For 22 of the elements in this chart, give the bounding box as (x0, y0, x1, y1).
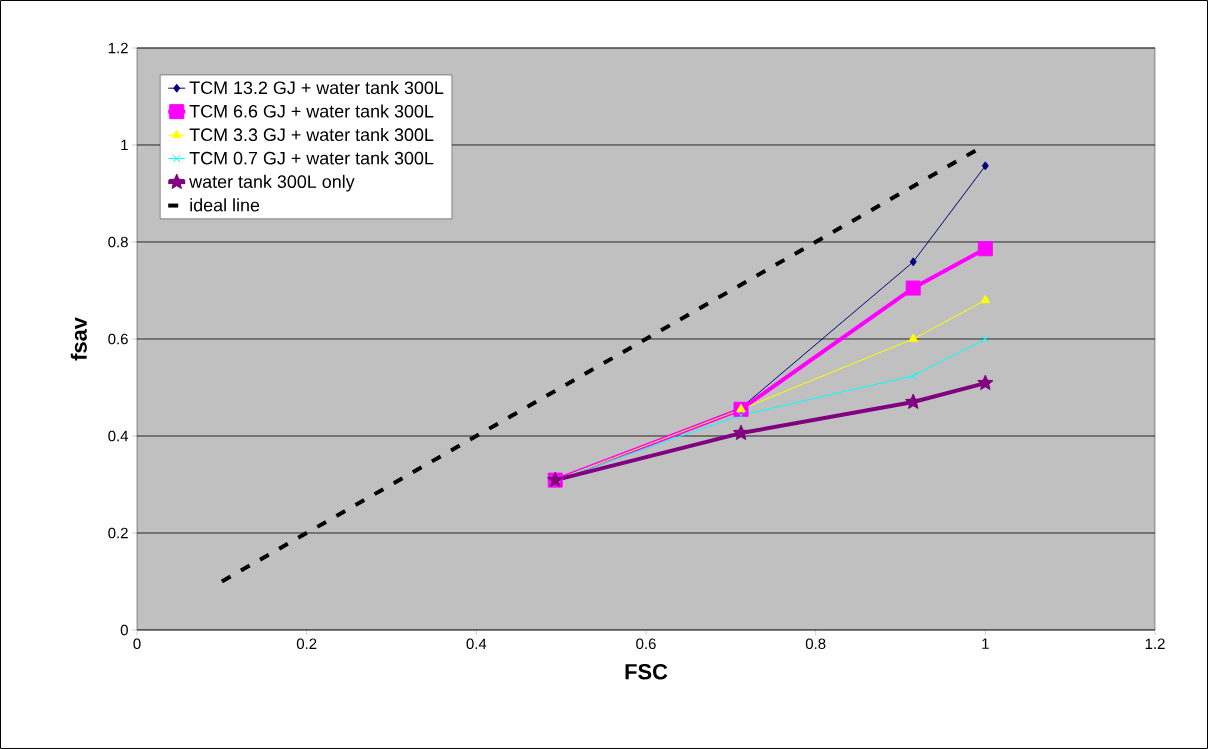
legend-label: TCM 13.2 GJ + water tank 300L (189, 80, 444, 95)
x-tick-label: 0.6 (636, 638, 656, 650)
x-tick-label: 0.2 (296, 638, 317, 650)
y-tick-label: 0.8 (108, 236, 128, 248)
x-tick-label: 0.8 (805, 638, 826, 650)
x-tick-label: 0.4 (466, 638, 487, 650)
y-tick-label: 0.6 (108, 333, 128, 345)
y-tick-label: 1.2 (108, 42, 128, 54)
legend-label: ideal line (190, 198, 260, 212)
y-tick-label: 1 (121, 139, 128, 151)
y-tick-label: 0.4 (108, 430, 129, 442)
x-tick-label: 0 (133, 638, 141, 650)
x-tick-label: 1 (982, 638, 989, 649)
y-tick-label: 0 (120, 624, 128, 636)
legend-label: TCM 6.6 GJ + water tank 300L (189, 104, 434, 118)
x-tick-label: 1.2 (1145, 638, 1165, 649)
legend-label: water tank 300L only (189, 174, 355, 192)
y-axis-title: fsav (70, 317, 87, 361)
y-tick-label: 0.2 (108, 527, 128, 539)
legend-label: TCM 0.7 GJ + water tank 300L (189, 151, 434, 165)
legend-label: TCM 3.3 GJ + water tank 300L (189, 127, 434, 142)
x-axis-title: FSC (625, 663, 668, 680)
